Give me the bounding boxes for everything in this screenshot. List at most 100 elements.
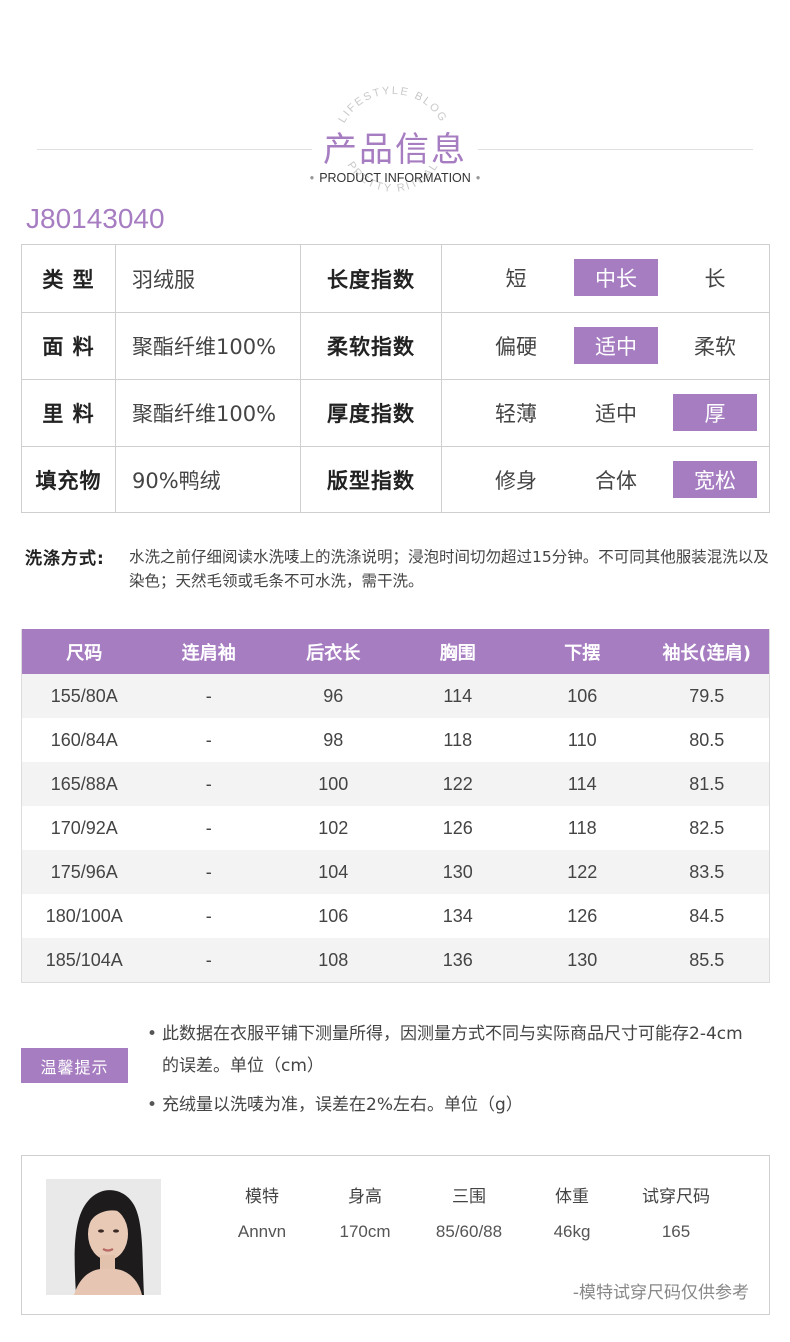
model-value: 85/60/88	[435, 1222, 503, 1241]
table-cell: 82.5	[689, 817, 725, 838]
model-header: 体重	[555, 1187, 589, 1207]
column-header: 尺码	[66, 642, 103, 664]
attribute-name: 里 料	[22, 380, 116, 446]
index-option: 长	[704, 266, 726, 291]
model-portrait-icon	[46, 1179, 161, 1295]
attribute-value: 聚酯纤维100%	[116, 313, 301, 379]
subtitle-text: PRODUCT INFORMATION	[319, 171, 471, 185]
model-value: 46kg	[553, 1222, 591, 1241]
attribute-value: 90%鸭绒	[116, 447, 301, 513]
index-option: 柔软	[694, 334, 736, 359]
index-option: 合体	[595, 468, 637, 493]
attribute-row: 类 型 羽绒服 长度指数 短 中长 长	[22, 245, 769, 312]
size-table-header: 尺码 连肩袖 后衣长 胸围 下摆 袖长(连肩)	[22, 629, 769, 674]
index-option-selected: 厚	[673, 394, 757, 431]
size-table: 尺码 连肩袖 后衣长 胸围 下摆 袖长(连肩) 155/80A - 96 114…	[21, 629, 770, 983]
attribute-value: 聚酯纤维100%	[116, 380, 301, 446]
model-header: 模特	[245, 1187, 279, 1207]
tip-text: 充绒量以洗唛为准，误差在2%左右。单位（g）	[162, 1095, 523, 1115]
table-cell: 96	[323, 685, 344, 706]
table-cell: 110	[567, 729, 597, 750]
dot-icon: •	[309, 171, 315, 185]
table-cell: 118	[567, 817, 597, 838]
table-cell: 175/96A	[50, 861, 118, 882]
size-table-body: 155/80A - 96 114 106 79.5 160/84A - 98 1…	[22, 674, 769, 982]
table-cell: 170/92A	[50, 817, 118, 838]
model-card: 模特 Annvn 身高 170cm 三围 85/60/88 体重 46kg 试穿…	[21, 1155, 770, 1315]
attribute-row: 里 料 聚酯纤维100% 厚度指数 轻薄 适中 厚	[22, 379, 769, 446]
bullet-icon: •	[147, 1024, 158, 1044]
table-cell: 134	[442, 905, 473, 926]
model-note: -模特试穿尺码仅供参考	[572, 1283, 749, 1303]
table-cell: -	[205, 905, 212, 926]
model-photo	[46, 1179, 161, 1295]
table-cell: 114	[567, 773, 597, 794]
index-option-selected: 宽松	[673, 461, 757, 498]
table-cell: -	[205, 817, 212, 838]
attribute-name: 类 型	[22, 245, 116, 312]
table-cell: 122	[567, 861, 598, 882]
column-header: 袖长(连肩)	[662, 642, 751, 664]
table-row: 155/80A - 96 114 106 79.5	[22, 674, 769, 718]
table-cell: 83.5	[689, 861, 725, 882]
section-title: 产品信息	[323, 130, 467, 170]
lifestyle-blog-stamp: LIFESTYLE BLOG PRETTY RITUAL	[336, 85, 449, 195]
table-cell: 81.5	[689, 773, 725, 794]
tip-item: • 此数据在衣服平铺下测量所得，因测量方式不同与实际商品尺寸可能存2-4cm的误…	[147, 1018, 747, 1082]
attribute-row: 面 料 聚酯纤维100% 柔软指数 偏硬 适中 柔软	[22, 312, 769, 379]
bullet-icon: •	[147, 1095, 158, 1115]
table-cell: 114	[443, 685, 473, 706]
column-header: 后衣长	[306, 642, 361, 664]
model-value: Annvn	[237, 1222, 287, 1241]
dot-icon: •	[475, 171, 481, 185]
attribute-row: 填充物 90%鸭绒 版型指数 修身 合体 宽松	[22, 446, 769, 513]
table-row: 185/104A - 108 136 130 85.5	[22, 938, 769, 982]
table-cell: -	[205, 861, 212, 882]
table-cell: 136	[442, 949, 473, 970]
table-cell: 185/104A	[45, 949, 123, 970]
wash-instructions: 水洗之前仔细阅读水洗唛上的洗涤说明；浸泡时间切勿超过15分钟。不可同其他服装混洗…	[129, 548, 769, 590]
index-option: 短	[505, 266, 527, 291]
wash-label: 洗涤方式:	[25, 549, 105, 569]
table-cell: 79.5	[689, 685, 725, 706]
table-cell: 108	[318, 949, 349, 970]
column-header: 下摆	[564, 642, 601, 664]
index-option: 适中	[595, 401, 637, 426]
table-row: 160/84A - 98 118 110 80.5	[22, 718, 769, 762]
header-divider-right	[478, 149, 753, 150]
table-cell: 118	[443, 729, 473, 750]
tip-text: 此数据在衣服平铺下测量所得，因测量方式不同与实际商品尺寸可能存2-4cm的误差。…	[162, 1024, 743, 1076]
table-cell: 98	[323, 729, 344, 750]
table-cell: -	[205, 773, 212, 794]
model-value: 165	[661, 1222, 691, 1241]
index-name: 长度指数	[301, 245, 442, 312]
table-row: 170/92A - 102 126 118 82.5	[22, 806, 769, 850]
svg-text:LIFESTYLE BLOG: LIFESTYLE BLOG	[336, 85, 449, 125]
index-option-selected: 适中	[574, 327, 658, 364]
table-row: 165/88A - 100 122 114 81.5	[22, 762, 769, 806]
stamp-top-text: LIFESTYLE BLOG	[336, 85, 447, 125]
table-cell: -	[205, 685, 212, 706]
tips-label: 温馨提示	[21, 1048, 128, 1083]
model-header: 试穿尺码	[642, 1187, 710, 1207]
table-cell: 126	[567, 905, 598, 926]
table-row: 180/100A - 106 134 126 84.5	[22, 894, 769, 938]
attribute-name: 填充物	[22, 447, 116, 513]
index-option: 轻薄	[495, 401, 537, 426]
table-cell: 80.5	[689, 729, 725, 750]
product-sku: J80143040	[26, 203, 165, 234]
model-header: 三围	[452, 1187, 486, 1207]
table-cell: 106	[318, 905, 349, 926]
index-name: 柔软指数	[301, 313, 442, 379]
table-cell: 160/84A	[50, 729, 118, 750]
index-name: 版型指数	[301, 447, 442, 513]
attribute-table: 类 型 羽绒服 长度指数 短 中长 长 面 料 聚酯纤维100% 柔软指数 偏硬…	[21, 244, 770, 513]
section-subtitle: • PRODUCT INFORMATION •	[290, 171, 500, 185]
table-cell: 180/100A	[45, 905, 123, 926]
table-cell: 84.5	[689, 905, 725, 926]
table-cell: 85.5	[689, 949, 725, 970]
column-header: 胸围	[439, 642, 476, 664]
table-cell: 155/80A	[50, 685, 118, 706]
table-cell: 130	[567, 949, 598, 970]
table-cell: -	[205, 729, 212, 750]
